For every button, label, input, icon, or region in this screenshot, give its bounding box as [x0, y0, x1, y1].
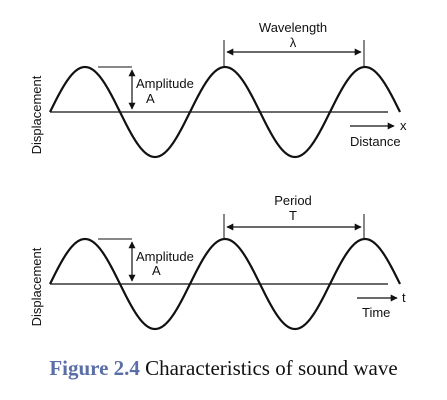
- bottom-span-symbol: T: [289, 208, 297, 223]
- top-span-symbol: λ: [290, 35, 297, 50]
- top-panel: Displacement Amplitude A Wavelength λ x …: [29, 20, 407, 159]
- bottom-y-axis-label: Displacement: [29, 247, 44, 326]
- top-amplitude-symbol: A: [146, 91, 155, 106]
- top-y-axis-label: Displacement: [29, 75, 44, 154]
- bottom-sine-wave: [49, 237, 401, 331]
- top-sine-wave: [49, 65, 401, 159]
- bottom-x-axis-label: Time: [362, 305, 390, 320]
- top-x-axis-label: Distance: [350, 134, 401, 149]
- bottom-amplitude-label: Amplitude: [136, 249, 194, 264]
- figure-number: Figure 2.4: [49, 356, 140, 380]
- figure-caption: Figure 2.4 Characteristics of sound wave: [0, 356, 447, 381]
- bottom-panel: Displacement Amplitude A Period T t Time: [29, 193, 406, 331]
- top-x-axis-symbol: x: [400, 118, 407, 133]
- top-span-label: Wavelength: [259, 20, 327, 35]
- bottom-span-label: Period: [274, 193, 312, 208]
- bottom-amplitude-symbol: A: [152, 263, 161, 278]
- bottom-x-axis-symbol: t: [402, 290, 406, 305]
- figure-caption-text: Characteristics of sound wave: [145, 356, 398, 380]
- top-amplitude-label: Amplitude: [136, 76, 194, 91]
